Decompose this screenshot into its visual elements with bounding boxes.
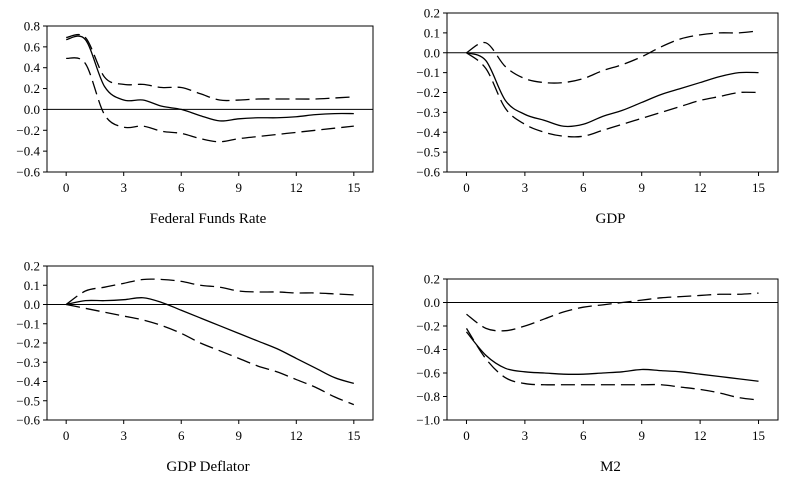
x-tick-label: 9 [236, 180, 243, 195]
x-tick-label: 12 [290, 180, 303, 195]
x-tick-label: 0 [463, 428, 470, 443]
y-tick-label: −0.4 [16, 144, 40, 159]
panel-title: Federal Funds Rate [150, 211, 267, 227]
impulse-response-line [66, 35, 354, 122]
y-tick-label: −0.4 [416, 125, 440, 140]
y-tick-label: −0.1 [16, 316, 40, 331]
y-tick-label: 0.2 [424, 272, 440, 287]
confidence-band-line-2 [66, 57, 354, 143]
x-tick-label: 6 [580, 428, 587, 443]
chart-panel-4: 0.2 0.0 −0.2 −0.4 −0.6 −0.8 −1.0 0 3 6 9 12 15 M2 [416, 272, 779, 475]
x-tick-label: 3 [522, 180, 529, 195]
y-tick-label: −0.4 [416, 342, 440, 357]
x-tick-label: 9 [236, 428, 243, 443]
y-tick-label: 0.1 [24, 278, 40, 293]
y-tick-label: −0.6 [16, 165, 40, 180]
y-tick-label: 0.2 [24, 81, 40, 96]
confidence-band-line-1 [65, 278, 354, 306]
y-tick-label: 0.2 [424, 6, 440, 21]
x-tick-label: 6 [178, 180, 185, 195]
y-tick-label: 0.8 [24, 19, 40, 34]
y-tick-label: −0.2 [16, 123, 40, 138]
x-tick-label: 15 [347, 428, 360, 443]
x-tick-label: 12 [694, 428, 707, 443]
y-tick-label: −0.6 [416, 165, 440, 180]
plot-frame [46, 25, 374, 173]
y-tick-label: 0.4 [24, 60, 41, 75]
chart-panel-2: 0.2 0.1 0.0 −0.1 −0.2 −0.3 −0.4 −0.5 −0.6 0 3 6 9 12 1… [416, 6, 779, 227]
x-tick-label: 15 [752, 180, 765, 195]
x-tick-label: 6 [178, 428, 185, 443]
y-tick-label: −1.0 [416, 413, 440, 428]
x-tick-label: 12 [694, 180, 707, 195]
y-tick-label: 0.0 [24, 102, 40, 117]
x-tick-label: 0 [63, 180, 70, 195]
impulse-response-line [66, 297, 355, 385]
y-tick-label: −0.3 [16, 355, 40, 370]
impulse-response-line [465, 331, 759, 382]
panel-title: M2 [600, 459, 621, 475]
y-tick-label: −0.8 [416, 389, 440, 404]
x-tick-label: 3 [120, 428, 127, 443]
y-tick-label: −0.2 [416, 319, 440, 334]
x-tick-label: 3 [522, 428, 529, 443]
x-tick-label: 0 [63, 428, 70, 443]
y-tick-label: −0.5 [416, 145, 440, 160]
plot-frame [446, 278, 779, 421]
y-tick-label: −0.6 [416, 366, 440, 381]
x-tick-label: 15 [752, 428, 765, 443]
y-tick-label: −0.3 [416, 105, 440, 120]
confidence-band-line-2 [466, 52, 759, 138]
plot-frame [446, 12, 779, 173]
y-tick-label: 0.1 [424, 25, 440, 40]
y-tick-label: −0.5 [16, 393, 40, 408]
x-tick-label: 6 [580, 180, 587, 195]
x-tick-label: 15 [347, 180, 360, 195]
x-tick-label: 9 [638, 428, 645, 443]
panel-title: GDP Deflator [166, 459, 249, 475]
y-tick-label: −0.2 [16, 336, 40, 351]
y-tick-label: 0.0 [424, 295, 440, 310]
chart-panel-3: 0.2 0.1 0.0 −0.1 −0.2 −0.3 −0.4 −0.5 −0.6 0 3 6 9 12 1… [16, 259, 374, 475]
x-tick-label: 3 [120, 180, 127, 195]
confidence-band-line-2 [465, 328, 759, 401]
y-tick-label: 0.2 [24, 259, 40, 274]
y-tick-label: 0.0 [424, 45, 440, 60]
confidence-band-line-1 [466, 292, 759, 332]
y-tick-label: 0.0 [24, 297, 40, 312]
confidence-band-line-1 [66, 33, 354, 102]
y-tick-label: −0.6 [16, 413, 40, 428]
y-tick-label: −0.2 [416, 85, 440, 100]
x-tick-label: 12 [290, 428, 303, 443]
y-tick-label: 0.6 [24, 39, 41, 54]
y-tick-label: −0.4 [16, 374, 40, 389]
x-tick-label: 0 [463, 180, 470, 195]
plot-frame [46, 265, 374, 421]
y-tick-label: −0.1 [416, 65, 440, 80]
confidence-band-line-1 [466, 30, 759, 84]
panel-title: GDP [595, 211, 625, 227]
confidence-band-line-2 [66, 303, 355, 406]
x-tick-label: 9 [638, 180, 645, 195]
impulse-response-line [466, 52, 759, 128]
chart-panel-1: 0.8 0.6 0.4 0.2 0.0 −0.2 −0.4 −0.6 0 3 6 9 12 15 Feder… [16, 19, 374, 227]
